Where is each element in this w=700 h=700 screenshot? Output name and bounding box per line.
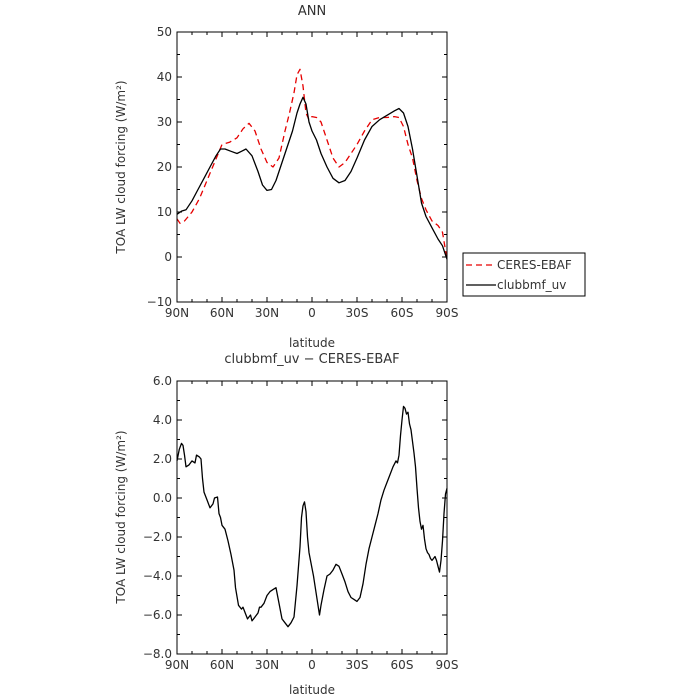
x-tick-label: 60N (210, 306, 234, 320)
bottom-y-axis-label: TOA LW cloud forcing (W/m²) (114, 430, 128, 604)
x-tick-label: 90N (165, 658, 189, 672)
top-panel: ANN latitude TOA LW cloud forcing (W/m²)… (114, 4, 458, 350)
series-line-ceres-ebaf (176, 68, 448, 260)
y-tick-label: 6.0 (153, 374, 172, 388)
x-tick-label: 30S (346, 306, 369, 320)
y-tick-label: 20 (157, 160, 172, 174)
bottom-x-axis-label: latitude (289, 683, 335, 697)
bottom-panel: clubbmf_uv − CERES-EBAF latitude TOA LW … (114, 352, 458, 697)
top-plot-area: −10 0 10 20 30 40 50 90N 60N 30N 0 30S 60S 90S (147, 25, 459, 320)
x-tick-label: 60S (391, 306, 414, 320)
legend: CERES-EBAF clubbmf_uv (462, 252, 586, 297)
y-tick-label: −10 (147, 295, 172, 309)
legend-label-ceres: CERES-EBAF (497, 258, 572, 272)
y-tick-label: −6.0 (143, 608, 172, 622)
y-tick-label: −2.0 (143, 530, 172, 544)
y-tick-label: 0 (164, 250, 172, 264)
bottom-plot-area: −8.0 −6.0 −4.0 −2.0 0.0 2.0 4.0 6.0 90N 60N 30N 0 30… (143, 374, 459, 672)
y-tick-label: 2.0 (153, 452, 172, 466)
legend-box (462, 252, 586, 297)
bottom-panel-title: clubbmf_uv − CERES-EBAF (224, 352, 399, 367)
series-line-clubbmf-uv (176, 96, 448, 260)
x-tick-label: 90S (436, 306, 459, 320)
y-tick-label: −8.0 (143, 647, 172, 661)
legend-label-model: clubbmf_uv (497, 278, 566, 292)
y-tick-label: 40 (157, 70, 172, 84)
x-tick-label: 0 (308, 306, 316, 320)
series-line-difference (176, 405, 448, 628)
x-tick-label: 60N (210, 658, 234, 672)
y-tick-label: 30 (157, 115, 172, 129)
x-tick-label: 30S (346, 658, 369, 672)
x-tick-label: 90N (165, 306, 189, 320)
x-tick-label: 90S (436, 658, 459, 672)
top-plot-frame (176, 31, 448, 303)
x-tick-label: 30N (255, 306, 279, 320)
top-x-axis-label: latitude (289, 336, 335, 350)
y-tick-label: 10 (157, 205, 172, 219)
y-tick-label: 0.0 (153, 491, 172, 505)
x-tick-label: 60S (391, 658, 414, 672)
top-panel-title: ANN (298, 4, 326, 19)
x-tick-label: 0 (308, 658, 316, 672)
x-tick-label: 30N (255, 658, 279, 672)
y-tick-label: 50 (157, 25, 172, 39)
top-y-axis-label: TOA LW cloud forcing (W/m²) (114, 80, 128, 254)
y-tick-label: 4.0 (153, 413, 172, 427)
y-tick-label: −4.0 (143, 569, 172, 583)
bottom-plot-frame (176, 380, 448, 655)
